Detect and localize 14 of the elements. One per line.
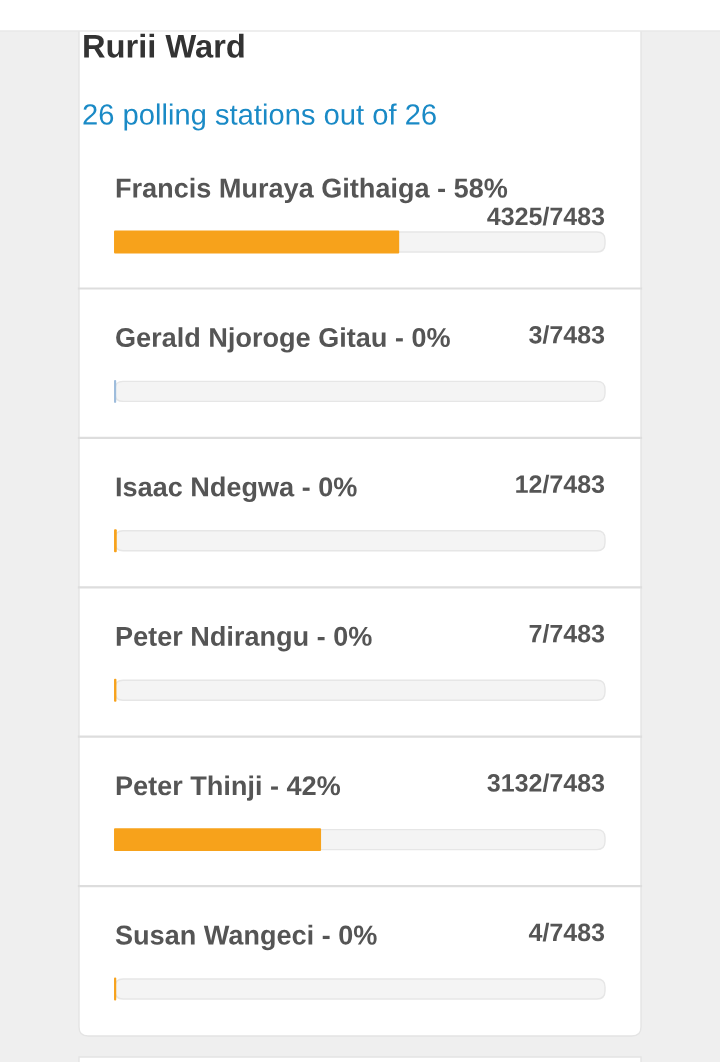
y-tick-label: Francis Muraya Githaiga - 58% [116,177,508,204]
y-tick-label: Gerald Njoroge Gitau - 0% [116,327,450,353]
data-label: 3132/7483 [487,773,605,793]
data-label: 4325/7483 [487,206,605,226]
y-tick-label: Peter Ndirangu - 0% [116,626,372,652]
y-tick-label: Susan Wangeci - 0% [115,924,377,951]
y-tick-label: Isaac Ndegwa - 0% [116,476,357,502]
data-label: 7/7483 [529,624,605,643]
data-label: 3/7483 [529,325,605,344]
chart-subtitle: 26 polling stations out of 26 [83,103,436,131]
chart-title: Rurii Ward [84,33,244,58]
data-label: 12/7483 [516,474,605,494]
data-label: 4/7483 [528,922,605,942]
y-tick-label: Peter Thinji - 42% [116,775,341,801]
